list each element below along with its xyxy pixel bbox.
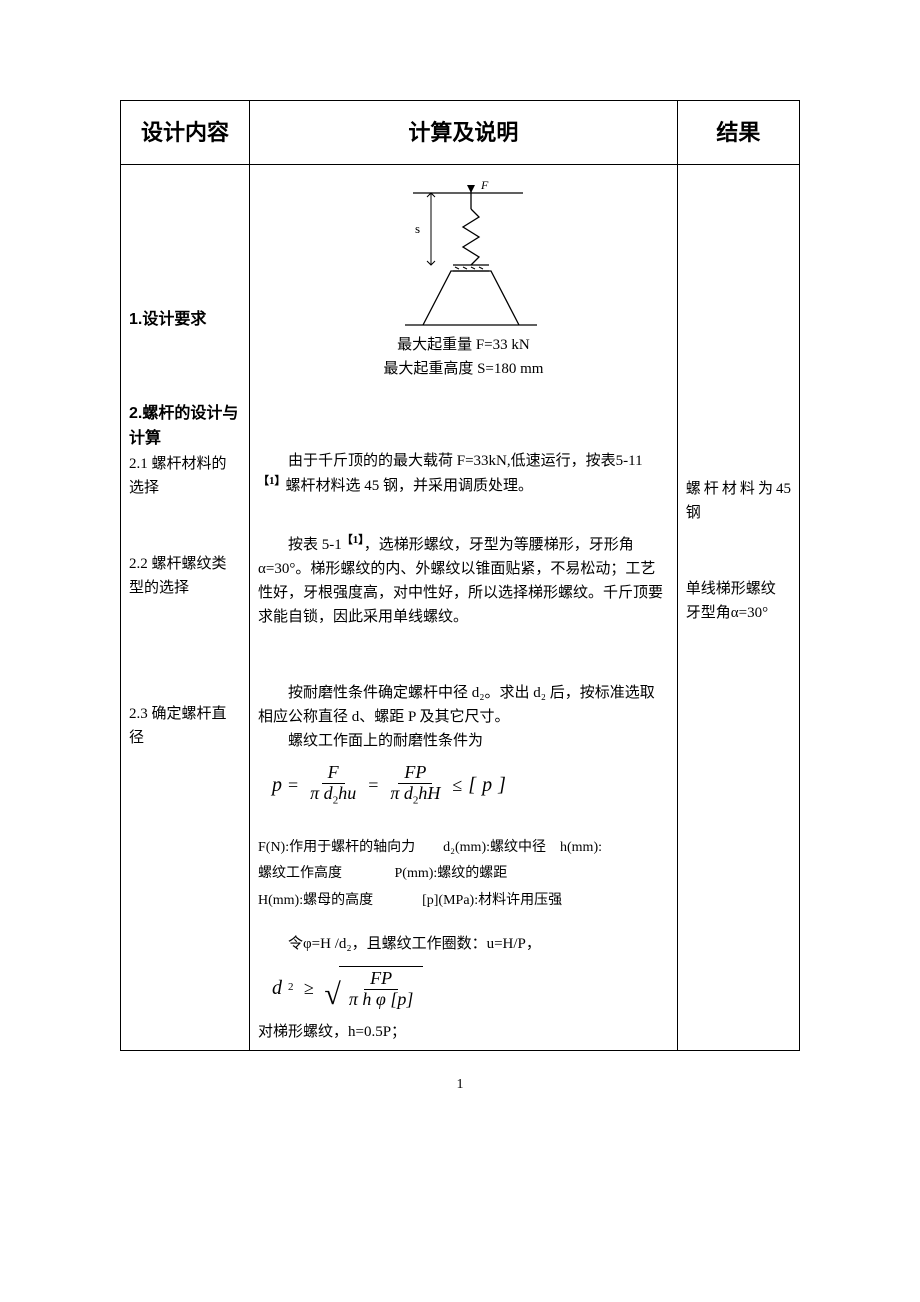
result-21: 螺杆材料为45 钢 — [686, 477, 791, 525]
var-d2: d₂(mm):螺纹中径 — [443, 840, 546, 855]
sec21-body: 由于千斤顶的的最大载荷 F=33kN,低速运行，按表5-11【1】螺杆材料选 4… — [258, 449, 669, 498]
sec21-body-a: 由于千斤顶的的最大载荷 F=33kN,低速运行，按表5-11 — [288, 453, 643, 469]
svg-text:s: s — [415, 221, 420, 236]
sec22-body-a: 按表 5-1 — [288, 537, 342, 553]
svg-text:F: F — [480, 179, 489, 192]
col-result: 螺杆材料为45 钢 单线梯形螺纹 牙型角α=30° — [677, 165, 799, 1051]
sec23-body4: 对梯形螺纹，h=0.5P； — [258, 1020, 669, 1044]
formula-d2: d2 ≥ √ FP π h φ [p] — [272, 966, 669, 1010]
table-body-row: 1.设计要求 2.螺杆的设计与计算 2.1 螺杆材料的选择 2.2 螺杆螺纹类型… — [121, 165, 800, 1051]
sec23-body2: 螺纹工作面上的耐磨性条件为 — [258, 729, 669, 753]
sec22-title: 2.2 螺杆螺纹类型的选择 — [129, 552, 241, 600]
table-header-row: 设计内容 计算及说明 结果 — [121, 101, 800, 165]
col-design-content: 1.设计要求 2.螺杆的设计与计算 2.1 螺杆材料的选择 2.2 螺杆螺纹类型… — [121, 165, 250, 1051]
sec23-body3: 令φ=H /d₂，且螺纹工作圈数：u=H/P， — [258, 932, 669, 956]
sec22-ref: 【1】 — [342, 534, 364, 546]
sec2-title: 2.螺杆的设计与计算 — [129, 401, 241, 452]
var-h-label: 螺纹工作高度 — [258, 866, 342, 881]
page-number: 1 — [120, 1077, 800, 1093]
col-calc: F s — [250, 165, 678, 1051]
sec1-title: 1.设计要求 — [129, 307, 241, 333]
var-p: [p](MPa):材料许用压强 — [422, 893, 562, 908]
result-22b: 牙型角α=30° — [686, 601, 791, 625]
var-F: F(N):作用于螺杆的轴向力 — [258, 840, 415, 855]
header-calc: 计算及说明 — [250, 101, 678, 165]
sec21-body-b: 螺杆材料选 45 钢，并采用调质处理。 — [286, 478, 534, 494]
formula-wear: p = F π d2hu = FP π d2hH ≤ [p] — [272, 763, 669, 806]
result-22a: 单线梯形螺纹 — [686, 577, 791, 601]
sec21-title: 2.1 螺杆材料的选择 — [129, 452, 241, 500]
sec23-title: 2.3 确定螺杆直径 — [129, 702, 241, 750]
sec1-line2: 最大起重高度 S=180 mm — [258, 357, 669, 381]
jack-diagram: F s — [353, 179, 573, 329]
design-table: 设计内容 计算及说明 结果 1.设计要求 2.螺杆的设计与计算 2.1 螺杆材料… — [120, 100, 800, 1051]
header-result: 结果 — [677, 101, 799, 165]
header-design-content: 设计内容 — [121, 101, 250, 165]
var-h: h(mm): — [560, 840, 602, 855]
var-H: H(mm):螺母的高度 — [258, 893, 373, 908]
var-P: P(mm):螺纹的螺距 — [395, 866, 508, 881]
sec21-ref: 【1】 — [258, 475, 286, 487]
sec23-body1: 按耐磨性条件确定螺杆中径 d₂。求出 d₂ 后，按标准选取相应公称直径 d、螺距… — [258, 681, 669, 729]
sec1-line1: 最大起重量 F=33 kN — [258, 333, 669, 357]
var-defs: F(N):作用于螺杆的轴向力 d₂(mm):螺纹中径 h(mm): 螺纹工作高度… — [258, 835, 669, 915]
sec22-body: 按表 5-1【1】，选梯形螺纹，牙型为等腰梯形，牙形角α=30°。梯形螺纹的内、… — [258, 532, 669, 629]
